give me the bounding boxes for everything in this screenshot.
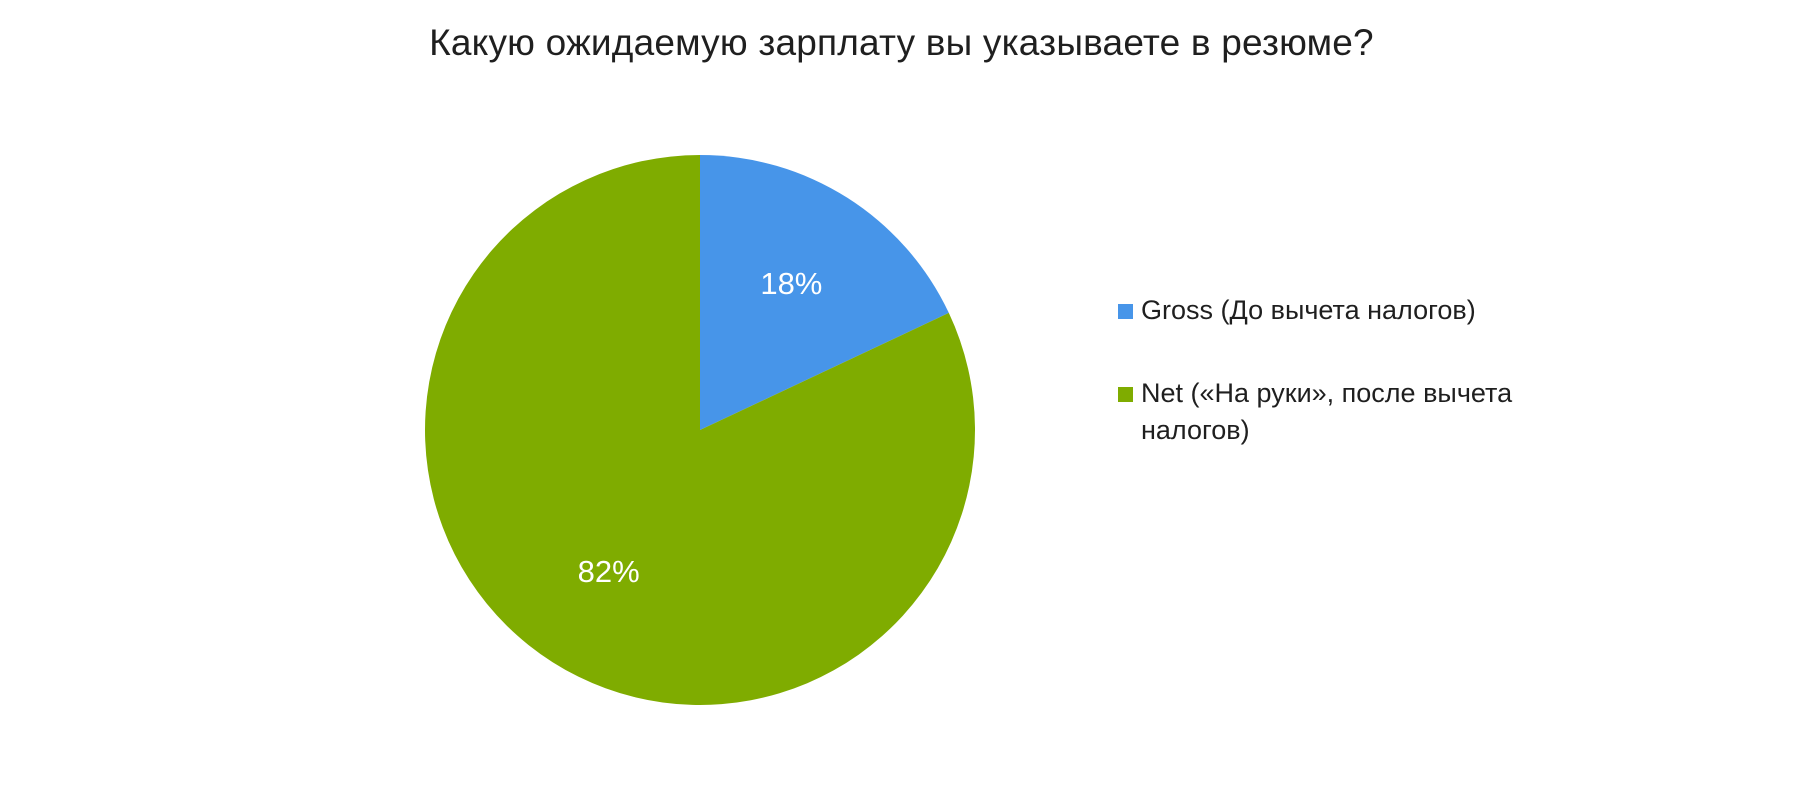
legend-label-gross: Gross (До вычета налогов) (1141, 295, 1476, 325)
chart-title: Какую ожидаемую зарплату вы указываете в… (429, 22, 1374, 63)
pie-slice-net (425, 155, 975, 705)
pie-slice-gross (700, 155, 949, 430)
data-label-net: 82% (578, 554, 640, 589)
legend-swatch-gross (1118, 304, 1133, 319)
legend-item-net: Net («На руки», после вычета налогов) (1118, 375, 1578, 449)
legend-item-gross: Gross (До вычета налогов) (1118, 292, 1578, 329)
legend-swatch-net (1118, 387, 1133, 402)
data-label-gross: 18% (760, 266, 822, 301)
legend: Gross (До вычета налогов) Net («На руки»… (1118, 292, 1578, 495)
legend-label-net: Net («На руки», после вычета налогов) (1141, 378, 1513, 445)
